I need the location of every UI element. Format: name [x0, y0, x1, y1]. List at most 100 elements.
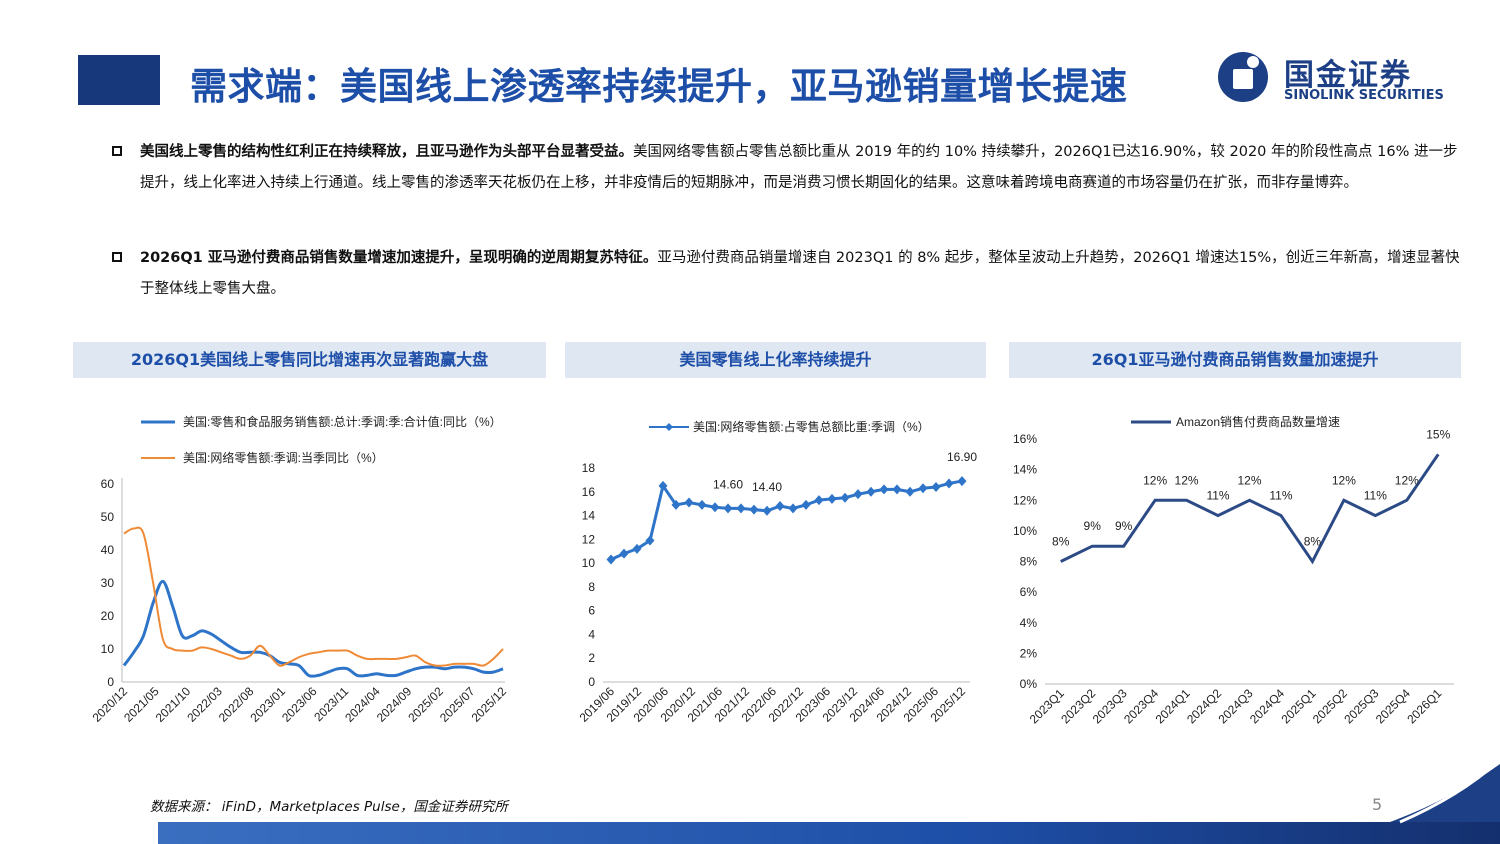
bullet-square-icon	[112, 252, 122, 262]
data-label: 8%	[1052, 535, 1070, 549]
x-axis: 2019/062019/122020/062020/122021/062021/…	[577, 681, 970, 725]
data-point	[892, 484, 902, 495]
page-number: 5	[1372, 795, 1383, 814]
data-point	[684, 497, 694, 508]
panel-title-3: 26Q1亚马逊付费商品销售数量加速提升	[1009, 342, 1461, 378]
plot-area: 8% 9% 9% 12% 12% 11% 12% 11% 8% 12% 11% 12% 15%	[1052, 427, 1451, 565]
bullet-1: 美国线上零售的结构性红利正在持续释放，且亚马逊作为头部平台显著受益。美国网络零售…	[112, 137, 1462, 199]
y-tick-label: 10	[101, 642, 115, 656]
y-tick-label: 8%	[1020, 555, 1038, 569]
data-label: 15%	[1426, 427, 1450, 441]
data-label: 12%	[1143, 473, 1167, 487]
data-point	[749, 504, 759, 515]
legend-label-online-retail: 美国:网络零售额:季调:当季同比（%）	[183, 450, 384, 465]
legend: 美国:零售和食品服务销售额:总计:季调:季:合计值:同比（%） 美国:网络零售额…	[141, 414, 502, 465]
header-accent-block	[78, 55, 160, 105]
y-tick-label: 16	[582, 485, 596, 499]
y-tick-label: 14%	[1013, 463, 1037, 477]
y-tick-label: 50	[101, 510, 115, 524]
y-tick-label: 16%	[1013, 432, 1037, 446]
data-point	[944, 478, 954, 489]
panel-title-2: 美国零售线上化率持续提升	[565, 342, 986, 378]
data-point	[840, 492, 850, 503]
data-point	[632, 543, 642, 554]
data-point	[710, 502, 720, 513]
data-label: 9%	[1084, 519, 1102, 533]
panel-title-1: 2026Q1美国线上零售同比增速再次显著跑赢大盘	[73, 342, 546, 378]
series-line	[610, 479, 963, 561]
data-point	[658, 480, 668, 491]
data-point	[905, 486, 915, 497]
bullet-2: 2026Q1 亚马逊付费商品销售数量增速加速提升，呈现明确的逆周期复苏特征。亚马…	[112, 243, 1462, 305]
bullet-1-bold: 美国线上零售的结构性红利正在持续释放，且亚马逊作为头部平台显著受益。	[140, 144, 633, 160]
legend-marker-diamond	[665, 423, 673, 431]
legend: 美国:网络零售额:占零售总额比重:季调（%）	[649, 419, 930, 434]
y-tick-label: 18	[582, 461, 596, 475]
legend: Amazon销售付费商品数量增速	[1131, 414, 1340, 429]
data-label: 11%	[1364, 489, 1387, 503]
y-tick-label: 60	[101, 477, 115, 491]
data-label: 14.40	[752, 480, 782, 494]
data-label: 12%	[1175, 473, 1199, 487]
chart-amazon-paid-units-growth: Amazon销售付费商品数量增速 16%14%12%10%8%6%4%2%0% …	[1013, 414, 1454, 726]
x-tick-label: 2023/06	[279, 684, 320, 725]
data-point	[827, 493, 837, 504]
plot-area	[122, 526, 504, 678]
y-tick-label: 12	[582, 532, 596, 546]
data-point	[866, 486, 876, 497]
source-note: 数据来源： iFinD，Marketplaces Pulse，国金证券研究所	[150, 799, 508, 815]
y-tick-label: 6%	[1020, 585, 1038, 599]
series-line	[1060, 453, 1440, 565]
data-point	[736, 503, 746, 514]
legend-label-amazon: Amazon销售付费商品数量增速	[1176, 414, 1340, 429]
data-point	[671, 499, 681, 510]
data-point	[645, 535, 655, 546]
legend-label-online-share: 美国:网络零售额:占零售总额比重:季调（%）	[693, 419, 930, 434]
data-point	[762, 505, 772, 516]
y-axis: 60 50 40 30 20 10 0	[101, 477, 123, 689]
y-tick-label: 40	[101, 543, 115, 557]
company-logo: 国金证券 SINOLINK SECURITIES	[1218, 50, 1468, 108]
data-label: 8%	[1304, 535, 1322, 549]
data-point	[775, 501, 785, 512]
data-point	[619, 548, 629, 559]
data-label: 11%	[1206, 489, 1229, 503]
y-tick-label: 0	[107, 675, 114, 689]
chart-online-share-of-retail: 美国:网络零售额:占零售总额比重:季调（%） 18 16 14 12 10 8 6 4 2 0 2…	[577, 419, 978, 725]
data-label: 12%	[1395, 473, 1419, 487]
series-line	[122, 579, 504, 678]
logo-name-cn: 国金证券	[1284, 58, 1412, 93]
data-point	[606, 554, 616, 565]
y-tick-label: 10%	[1013, 524, 1037, 538]
bullet-square-icon	[112, 146, 122, 156]
logo-name-en: SINOLINK SECURITIES	[1284, 88, 1444, 103]
series-line	[123, 526, 504, 667]
y-tick-label: 2%	[1020, 646, 1038, 660]
logo-mark-icon	[1218, 52, 1268, 102]
data-label: 16.90	[947, 450, 977, 464]
footer-band	[158, 760, 1500, 844]
bullet-1-text: 美国网络零售额占零售总额比重从 2019 年的约 10% 持续攀升，2026Q1…	[140, 144, 1458, 191]
y-tick-label: 4	[588, 627, 595, 641]
data-point	[801, 499, 811, 510]
y-axis: 18 16 14 12 10 8 6 4 2 0	[582, 461, 596, 689]
bullet-2-bold: 2026Q1 亚马逊付费商品销售数量增速加速提升，呈现明确的逆周期复苏特征。	[140, 250, 658, 266]
data-point	[814, 495, 824, 506]
data-label: 9%	[1115, 519, 1133, 533]
data-point	[957, 476, 967, 487]
data-label: 12%	[1237, 473, 1261, 487]
data-point	[788, 503, 798, 514]
y-axis: 16% 14% 12% 10% 8% 6% 4% 2% 0%	[1013, 432, 1037, 691]
x-tick-label: 2025/12	[469, 684, 510, 725]
x-tick-label: 2026Q1	[1404, 686, 1444, 726]
data-point	[931, 482, 941, 493]
y-tick-label: 0	[588, 675, 595, 689]
y-tick-label: 30	[101, 576, 115, 590]
chart-online-vs-total-retail-yoy: 美国:零售和食品服务销售额:总计:季调:季:合计值:同比（%） 美国:网络零售额…	[90, 414, 510, 725]
y-tick-label: 12%	[1013, 493, 1037, 507]
y-tick-label: 14	[582, 509, 596, 523]
data-point	[853, 489, 863, 500]
y-tick-label: 10	[582, 556, 596, 570]
page-title: 需求端：美国线上渗透率持续提升，亚马逊销量增长提速	[190, 65, 1128, 108]
data-point	[879, 484, 889, 495]
